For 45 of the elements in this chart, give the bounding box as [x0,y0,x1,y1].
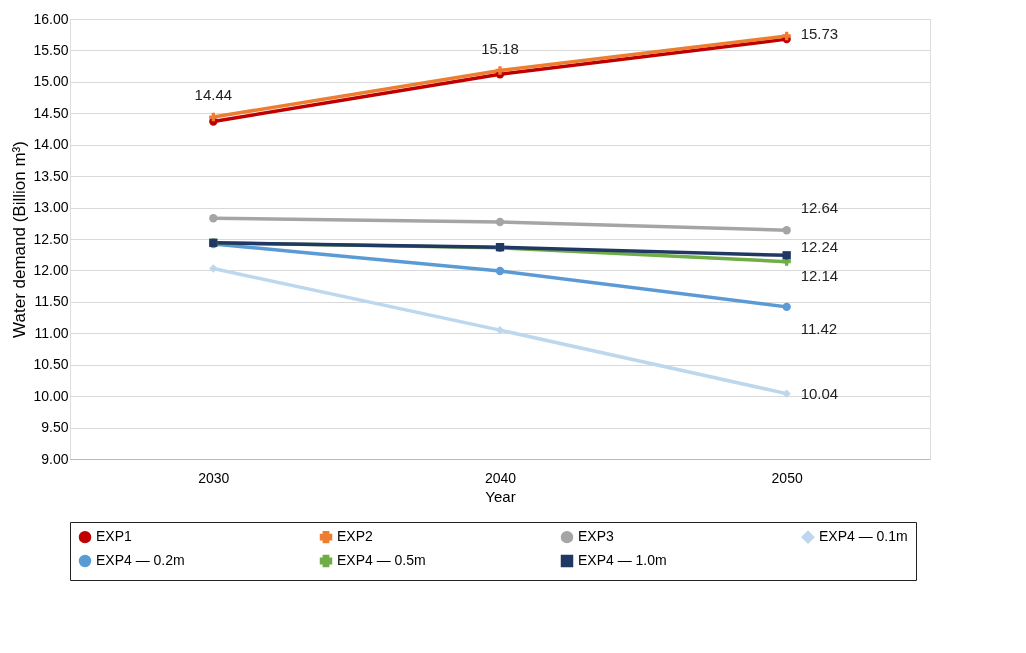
y-tick-label: 16.00 [33,10,69,27]
y-tick-label: 13.50 [33,167,69,184]
legend-label: EXP4 — 1.0m [578,552,667,568]
legend-label: EXP4 — 0.5m [337,552,426,568]
x-tick-label: 2030 [198,469,230,486]
y-tick-label: 10.50 [33,356,69,373]
y-axis-title: Water demand (Billion m³) [10,141,30,338]
point [782,302,791,312]
data-label: 12.24 [800,238,839,256]
data-label: 15.18 [481,39,519,57]
legend-label: EXP2 [337,528,374,545]
y-tick-label: 10.00 [33,387,69,404]
point [782,389,791,398]
point [209,214,218,223]
y-tick-label: 11.50 [34,293,69,310]
x-tick-label: 2040 [484,469,517,486]
data-label: 12.14 [800,266,839,284]
data-label: 14.44 [194,86,233,104]
y-tick-label: 12.50 [33,230,69,247]
data-label: 15.73 [800,24,839,42]
x-axis-title: Year [485,487,516,505]
y-tick-label: 9.50 [41,419,69,436]
legend-label: EXP1 [96,528,133,545]
data-label: 11.42 [800,319,838,337]
x-tick-label: 2050 [771,469,803,486]
y-tick-label: 13.00 [33,199,69,216]
point [209,112,218,122]
y-tick-label: 14.50 [33,104,69,121]
y-tick-label: 12.00 [33,261,69,278]
data-label: 10.04 [800,384,839,402]
point [495,266,505,276]
point [495,66,505,75]
y-tick-label: 15.50 [33,41,69,58]
y-tick-label: 14.00 [33,136,69,153]
point [209,264,218,273]
legend-label: EXP4 — 0.2m [96,552,185,568]
data-label: 12.64 [800,199,839,217]
point [495,217,505,227]
legend-label: EXP4 — 0.1m [819,528,908,545]
y-tick-label: 11.00 [34,324,69,341]
y-tick-label: 9.00 [41,450,69,467]
point [782,226,791,235]
point [782,251,791,260]
legend-label: EXP3 [578,528,615,545]
y-tick-label: 15.00 [33,73,69,90]
